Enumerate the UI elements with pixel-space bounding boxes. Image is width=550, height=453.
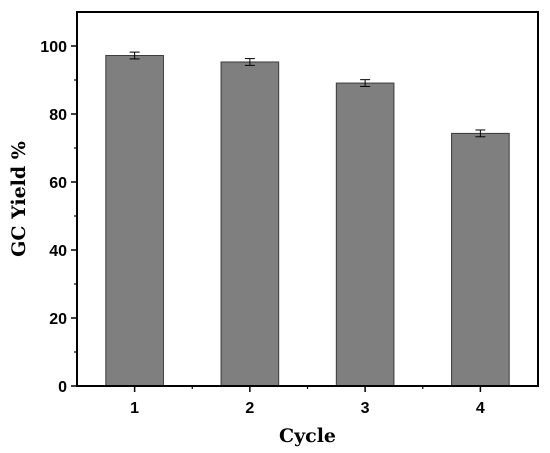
x-axis-title: Cycle <box>279 425 336 447</box>
bar-cycle-1 <box>105 55 164 387</box>
y-tick-label: 80 <box>49 107 67 124</box>
bar-cycle-2 <box>220 61 280 387</box>
bars <box>105 55 510 387</box>
y-tick-label: 100 <box>40 39 67 56</box>
x-tick-label: 1 <box>130 400 139 417</box>
y-axis: 0 20 40 60 80 100 <box>40 39 77 396</box>
error-bar-cycle-1 <box>129 51 140 60</box>
error-bars <box>129 51 486 138</box>
error-bar-cycle-4 <box>475 129 486 138</box>
x-tick-label: 2 <box>245 400 254 417</box>
x-axis: 1 2 3 4 <box>130 386 485 417</box>
error-bar-cycle-3 <box>360 79 371 87</box>
x-tick-label: 4 <box>476 400 485 417</box>
x-tick-label: 3 <box>361 400 370 417</box>
bar-cycle-4 <box>451 132 510 387</box>
y-tick-label: 0 <box>58 379 67 396</box>
y-axis-title: GC Yield % <box>8 141 30 257</box>
y-tick-label: 20 <box>49 311 67 328</box>
y-tick-label: 40 <box>49 243 67 260</box>
bar-cycle-3 <box>335 82 395 387</box>
error-bar-cycle-2 <box>244 58 255 66</box>
y-tick-label: 60 <box>49 175 67 192</box>
